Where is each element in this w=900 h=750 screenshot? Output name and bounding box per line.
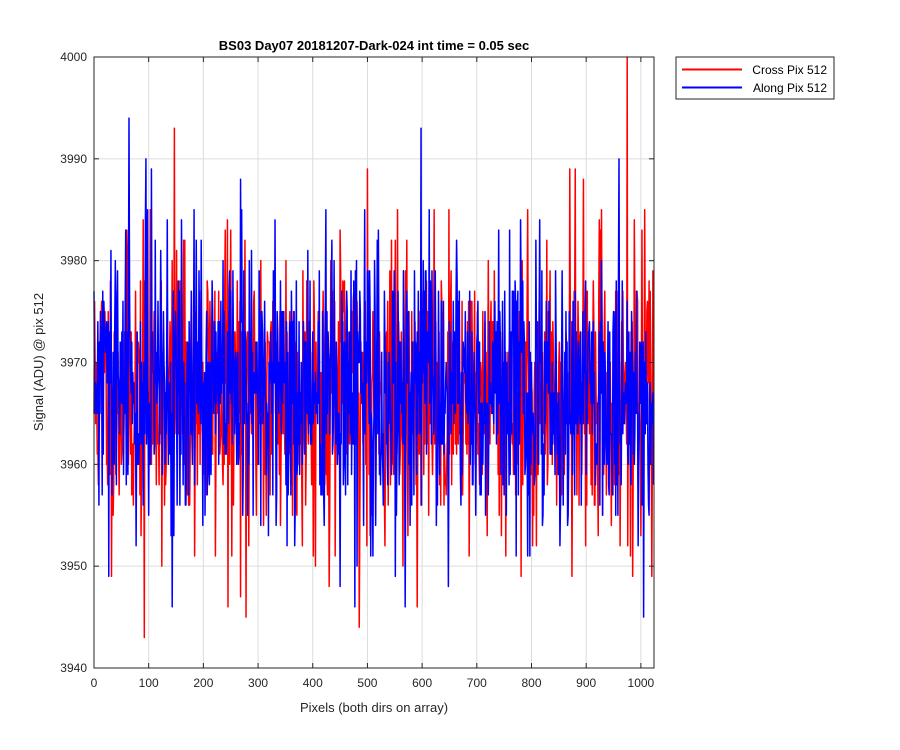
x-axis-label: Pixels (both dirs on array) xyxy=(300,700,448,715)
y-tick-label: 4000 xyxy=(60,50,87,64)
legend-label-cross: Cross Pix 512 xyxy=(752,63,827,77)
legend-label-along: Along Pix 512 xyxy=(753,81,827,95)
y-tick-label: 3950 xyxy=(60,559,87,573)
x-tick-label: 500 xyxy=(357,676,377,690)
x-tick-label: 1000 xyxy=(628,676,655,690)
y-tick-label: 3980 xyxy=(60,254,87,268)
y-tick-label: 3970 xyxy=(60,356,87,370)
axis-ticks: 0 100 200 300 400 500 600 700 800 900 1000 3940 3950… xyxy=(60,50,654,690)
y-tick-label: 3960 xyxy=(60,457,87,471)
chart-legend: Cross Pix 512 Along Pix 512 xyxy=(675,56,835,100)
y-axis-label: Signal (ADU) @ pix 512 xyxy=(31,293,46,431)
chart-title: BS03 Day07 20181207-Dark-024 int time = … xyxy=(219,38,529,53)
x-tick-label: 300 xyxy=(248,676,268,690)
y-tick-label: 3990 xyxy=(60,152,87,166)
x-tick-label: 0 xyxy=(91,676,98,690)
y-tick-label: 3940 xyxy=(60,661,87,675)
x-tick-label: 200 xyxy=(193,676,213,690)
x-tick-label: 900 xyxy=(576,676,596,690)
series-line-along-pix-512 xyxy=(93,117,655,618)
x-tick-label: 600 xyxy=(412,676,432,690)
x-tick-label: 400 xyxy=(303,676,323,690)
x-tick-label: 700 xyxy=(467,676,487,690)
legend-box xyxy=(675,56,835,100)
plot-series xyxy=(93,56,655,639)
x-tick-label: 100 xyxy=(139,676,159,690)
x-tick-label: 800 xyxy=(521,676,541,690)
